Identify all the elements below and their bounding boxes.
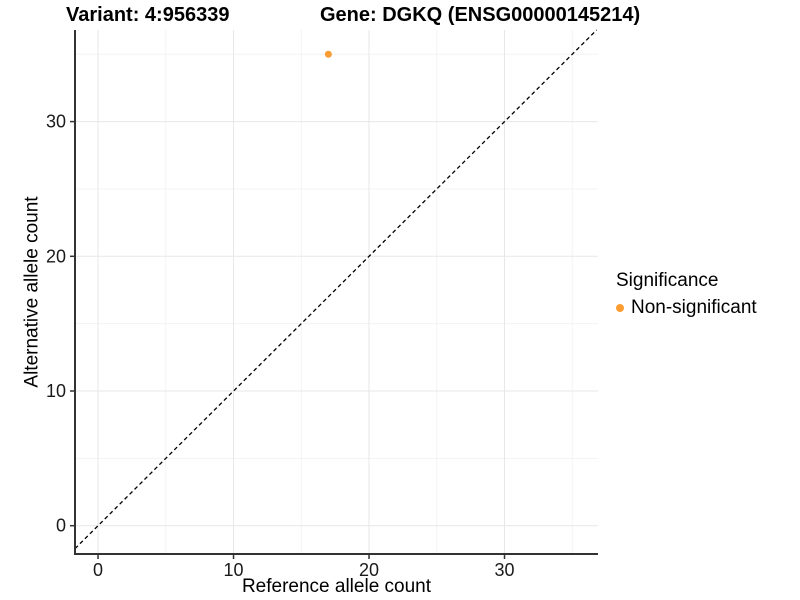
gene-title: Gene: DGKQ (ENSG00000145214) [320, 4, 641, 26]
svg-text:20: 20 [359, 560, 379, 580]
legend-point-icon [616, 304, 624, 312]
legend-item: Non-significant [616, 297, 757, 319]
variant-title: Variant: 4:956339 [66, 4, 230, 26]
svg-text:30: 30 [46, 112, 66, 132]
svg-text:0: 0 [56, 516, 66, 536]
x-axis-label: Reference allele count [241, 576, 432, 597]
svg-text:20: 20 [46, 246, 66, 266]
svg-text:10: 10 [46, 381, 66, 401]
legend: Significance Non-significant [616, 270, 757, 319]
svg-text:0: 0 [93, 560, 103, 580]
legend-item-label: Non-significant [631, 297, 757, 318]
legend-title: Significance [616, 270, 719, 291]
svg-text:30: 30 [494, 560, 514, 580]
svg-text:10: 10 [224, 560, 244, 580]
